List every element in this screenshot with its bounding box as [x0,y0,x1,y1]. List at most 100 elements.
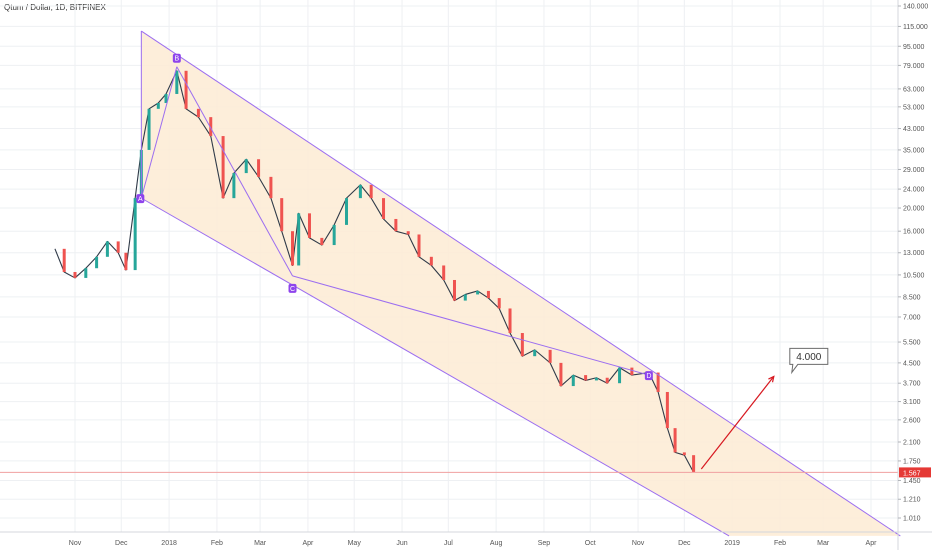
x-tick-label: 2019 [724,540,740,547]
y-tick-label: 24.000 [903,187,925,194]
x-tick-label: Mar [817,540,830,547]
target-arrow-head [768,375,775,383]
candle [452,279,456,301]
candle [594,377,598,381]
last-price-badge [899,467,931,478]
candle [164,93,168,103]
candle [95,256,99,269]
x-tick-label: Dec [678,540,691,547]
x-tick-label: Feb [211,540,223,547]
y-tick-label: 35.000 [903,147,925,154]
y-tick-label: 2.100 [903,440,921,447]
candle [221,136,225,199]
candle [486,290,490,299]
candle [291,231,295,266]
y-tick-label: 79.000 [903,63,925,70]
candle [297,213,301,266]
y-tick-label: 8.500 [903,294,921,301]
channel-upper-line [141,30,901,537]
y-tick-label: 1.010 [903,516,921,523]
candle [533,349,537,357]
candle [332,224,336,246]
x-tick-label: Jul [444,540,453,547]
y-tick-label: 3.700 [903,381,921,388]
candle [605,377,609,384]
candle [73,271,77,278]
y-tick-label: 1.210 [903,497,921,504]
candle [232,173,236,199]
y-tick-label: 115.000 [903,24,928,31]
candle [358,184,362,199]
candle [406,231,410,235]
candle [656,372,660,392]
pattern-label-d: D [646,373,651,380]
candle [520,333,524,357]
candle [147,108,151,150]
candle [196,108,200,118]
candle [508,308,512,334]
candle [280,198,284,232]
candle [116,241,120,253]
x-tick-label: Feb [774,540,786,547]
candle [559,362,563,387]
candle [442,265,446,280]
y-tick-label: 20.000 [903,206,925,213]
x-tick-label: 2018 [161,540,177,547]
candle [175,70,179,94]
candle [184,70,188,109]
candle [369,184,373,199]
target-arrow [700,376,775,470]
x-tick-label: Nov [632,540,645,547]
candle [673,428,677,453]
candle [244,159,248,174]
abcd-line-ab [140,66,178,199]
abcd-line-bc [176,66,293,277]
candle [682,452,686,456]
channel-lower-line [141,197,730,537]
y-tick-label: 95.000 [903,44,925,51]
candle [429,256,433,266]
y-tick-label: 63.000 [903,86,925,93]
y-tick-label: 4.500 [903,360,921,367]
abcd-line-cd [292,275,649,376]
target-callout-label: 4.000 [796,352,821,363]
x-tick-label: Jun [396,540,407,547]
candle [156,102,160,109]
pattern-point-d [644,371,653,381]
pattern-label-a: A [138,196,143,203]
y-tick-label: 140.000 [903,4,928,11]
x-tick-label: Mar [254,540,267,547]
x-tick-label: May [348,540,362,547]
x-tick-label: Aug [490,540,503,547]
pattern-point-a [136,194,145,204]
candle [618,367,622,384]
y-tick-label: 1.450 [903,478,921,485]
y-tick-label: 2.600 [903,417,921,424]
candle [630,367,634,376]
candle [476,290,480,295]
candle [84,268,88,278]
y-tick-label: 10.500 [903,272,925,279]
pattern-point-c [288,283,297,293]
x-tick-label: Oct [585,540,596,547]
y-tick-label: 5.500 [903,340,921,347]
y-tick-label: 53.000 [903,104,925,111]
y-tick-label: 3.100 [903,399,921,406]
candle [269,176,273,199]
candle [124,252,128,271]
x-tick-label: Nov [69,540,82,547]
candle [463,294,467,301]
candle [209,117,213,137]
candle [417,234,421,257]
candle [548,349,552,363]
pattern-label-b: B [174,56,179,63]
x-tick-label: Apr [302,540,314,547]
candle [307,213,311,238]
last-price-label: 1.567 [903,470,921,477]
pattern-label-c: C [290,286,295,293]
candle [692,455,696,473]
target-callout-box [789,347,829,375]
x-tick-label: Apr [866,540,878,547]
